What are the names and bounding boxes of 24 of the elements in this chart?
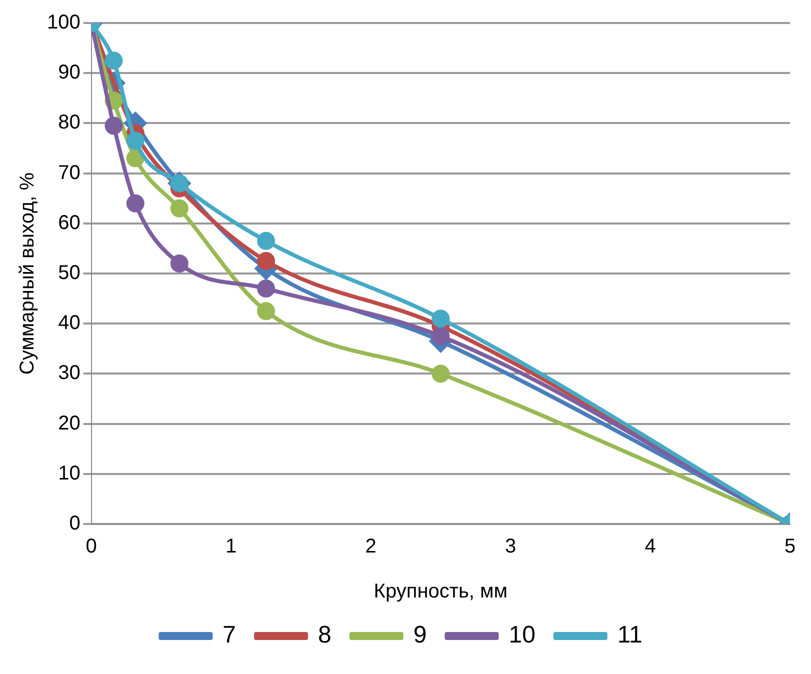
y-tick-label: 10	[58, 462, 80, 484]
y-tick-label: 0	[69, 512, 80, 535]
legend-label: 9	[413, 622, 427, 649]
y-tick-label: 50	[58, 262, 80, 284]
y-tick-label: 70	[58, 162, 80, 184]
y-tick-label: 20	[58, 412, 80, 434]
y-tick-label: 90	[58, 62, 80, 84]
x-tick-label: 4	[644, 536, 656, 558]
legend-label: 11	[617, 622, 642, 649]
x-tick-label: 3	[504, 536, 516, 558]
y-tick-label: 60	[58, 212, 80, 234]
x-axis-title: Крупность, мм	[374, 580, 508, 603]
y-tick-label: 40	[58, 312, 80, 334]
y-tick-label: 80	[58, 112, 80, 134]
x-tick-label: 1	[226, 536, 237, 558]
y-axis-title: Суммарный выход, %	[16, 172, 39, 375]
legend-label: 8	[318, 622, 332, 649]
x-tick-label: 2	[365, 536, 376, 558]
legend-label: 10	[508, 622, 536, 649]
legend-label: 7	[222, 622, 236, 649]
y-tick-label: 30	[58, 362, 80, 384]
y-tick-label: 100	[46, 12, 80, 34]
x-tick-label: 0	[86, 536, 97, 558]
x-tick-label: 5	[784, 536, 796, 558]
